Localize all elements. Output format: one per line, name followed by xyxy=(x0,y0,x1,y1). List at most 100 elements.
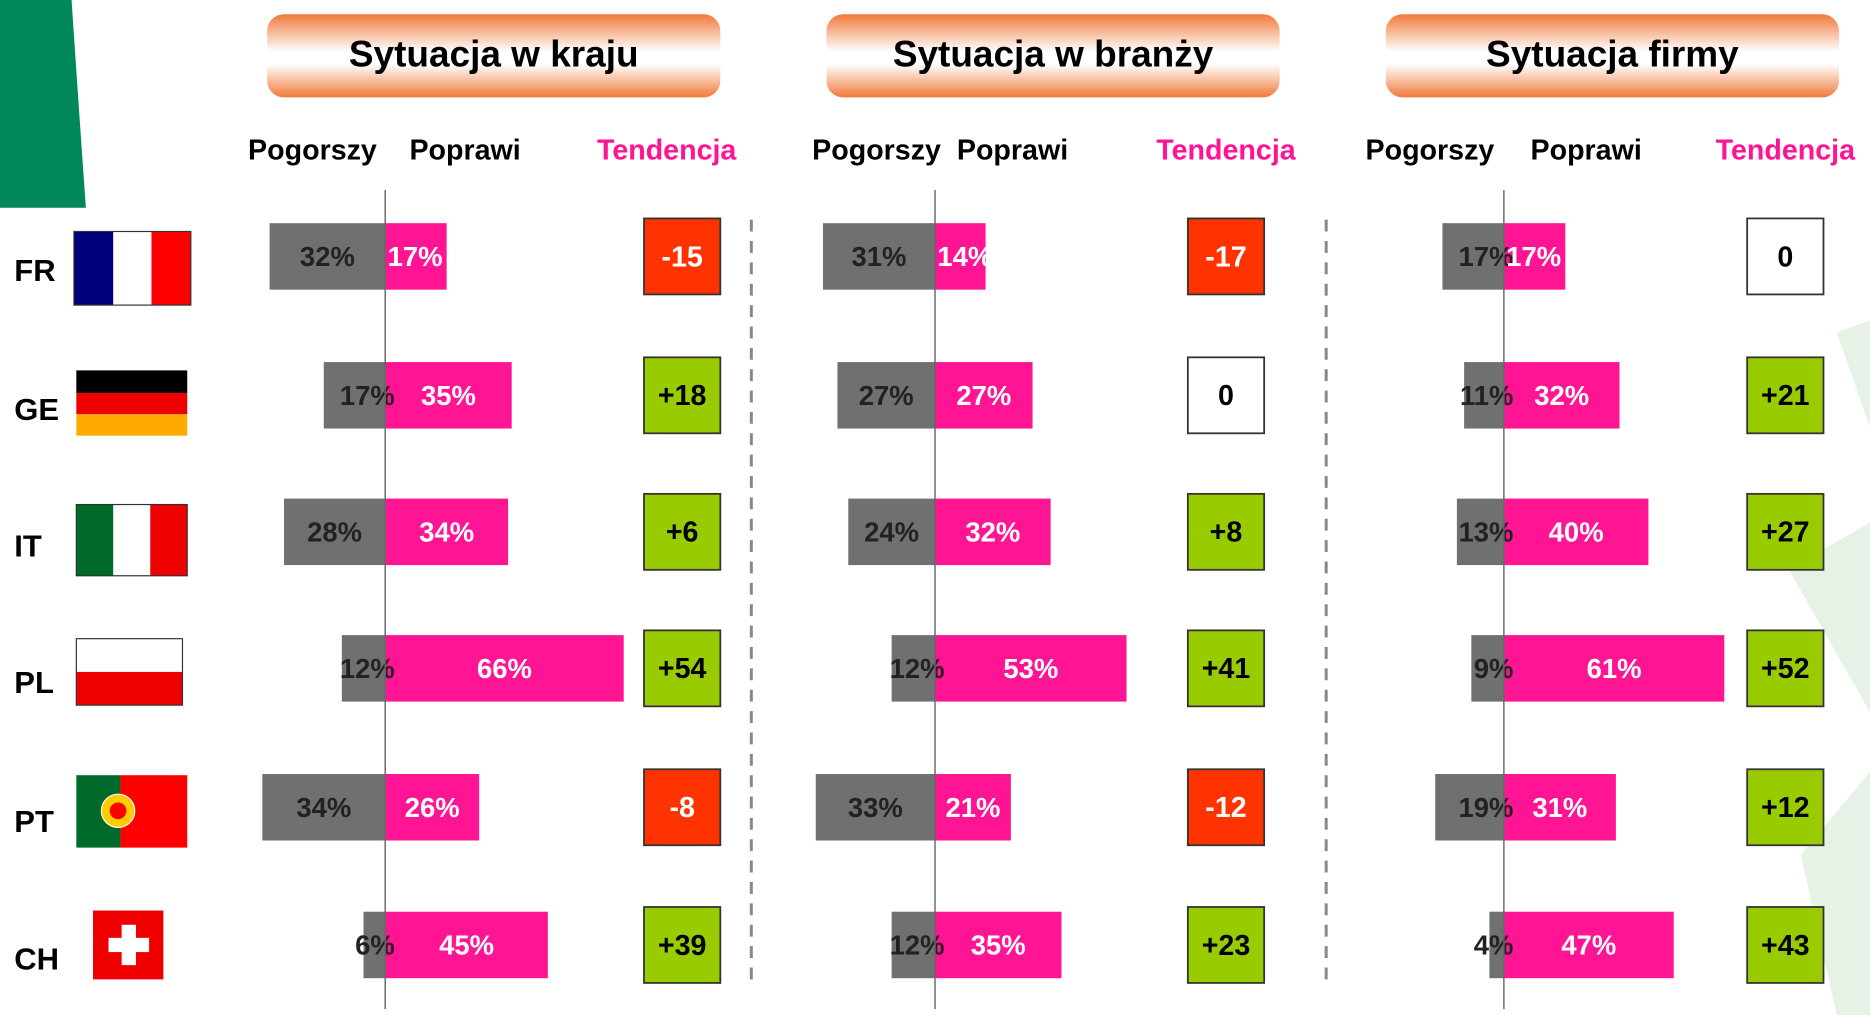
trend-box xyxy=(643,906,722,984)
value-label: 21% xyxy=(945,792,1000,823)
value-label: 17% xyxy=(388,241,443,272)
trend-label: +43 xyxy=(1761,930,1810,962)
value-label: 40% xyxy=(1549,516,1604,547)
value-label: 17% xyxy=(1459,241,1514,272)
title-pill xyxy=(1385,14,1839,98)
trend-label: -8 xyxy=(669,792,694,824)
flag xyxy=(76,370,188,436)
bar-positive xyxy=(385,498,509,566)
value-label: 19% xyxy=(1459,792,1514,823)
value-label: 28% xyxy=(307,516,362,547)
trend-label: +27 xyxy=(1761,517,1810,549)
bar-positive xyxy=(935,498,1051,566)
value-label: 31% xyxy=(1532,792,1587,823)
bar-positive xyxy=(1503,362,1620,429)
bar-negative xyxy=(1471,635,1504,702)
bar-positive xyxy=(935,774,1011,841)
decoration xyxy=(1788,320,1870,1015)
value-label: 17% xyxy=(340,380,395,411)
trend-label: +52 xyxy=(1761,653,1810,685)
bar-negative xyxy=(1435,774,1504,841)
value-label: 4% xyxy=(1474,930,1514,961)
trend-label: +12 xyxy=(1761,792,1810,824)
trend-label: 0 xyxy=(1777,241,1793,273)
bar-negative xyxy=(837,362,935,429)
bar-positive xyxy=(385,362,512,429)
value-label: 12% xyxy=(340,653,395,684)
bar-positive xyxy=(385,635,624,702)
trend-label: -15 xyxy=(661,241,702,273)
value-label: 47% xyxy=(1561,930,1616,961)
trend-box xyxy=(1186,629,1266,708)
trend-label: +54 xyxy=(658,653,707,685)
trend-label: +39 xyxy=(658,930,707,962)
header: Poprawi xyxy=(409,135,520,167)
bar-negative xyxy=(1442,223,1504,290)
flag xyxy=(93,910,164,980)
trend-box xyxy=(1186,217,1266,296)
trend-label: +8 xyxy=(1210,517,1243,549)
value-label: 27% xyxy=(956,380,1011,411)
country-label: IT xyxy=(14,529,42,564)
value-label: 34% xyxy=(296,792,351,823)
bar-negative xyxy=(262,774,386,841)
trend-box xyxy=(643,629,722,708)
panel-title: Sytuacja firmy xyxy=(1486,34,1739,75)
bar-positive xyxy=(385,774,480,841)
value-label: 35% xyxy=(421,380,476,411)
trend-box xyxy=(1186,492,1266,571)
trend-label: -12 xyxy=(1205,792,1246,824)
value-label: 13% xyxy=(1459,516,1514,547)
trend-box xyxy=(1746,768,1825,847)
value-label: 45% xyxy=(439,930,494,961)
value-label: 33% xyxy=(848,792,903,823)
value-label: 66% xyxy=(477,653,532,684)
bar-positive xyxy=(385,223,447,290)
country-label: GE xyxy=(14,392,59,427)
trend-box xyxy=(1186,768,1266,847)
header: Tendencja xyxy=(1716,135,1857,167)
bar-positive xyxy=(385,911,548,979)
value-label: 32% xyxy=(300,241,355,272)
decoration xyxy=(0,0,86,208)
trend-label: -17 xyxy=(1205,241,1246,273)
header: Pogorszy xyxy=(248,135,377,167)
value-label: 12% xyxy=(890,653,945,684)
header: Pogorszy xyxy=(1366,135,1495,167)
value-label: 35% xyxy=(971,930,1026,961)
value-label: 34% xyxy=(419,516,474,547)
value-label: 26% xyxy=(405,792,460,823)
bar-negative xyxy=(269,223,386,290)
bar-positive xyxy=(935,635,1127,702)
bar-negative xyxy=(891,911,935,979)
value-label: 24% xyxy=(864,516,919,547)
bar-negative xyxy=(891,635,935,702)
flag xyxy=(75,503,188,577)
bar-negative xyxy=(822,223,935,290)
trend-box xyxy=(1186,356,1266,435)
header: Pogorszy xyxy=(812,135,941,167)
header: Tendencja xyxy=(1156,135,1297,167)
value-label: 14% xyxy=(937,241,992,272)
value-label: 27% xyxy=(859,380,914,411)
bar-positive xyxy=(1503,223,1566,290)
bar-negative xyxy=(1489,911,1504,979)
bar-negative xyxy=(341,635,386,702)
header: Poprawi xyxy=(1531,135,1642,167)
bar-negative xyxy=(284,498,386,566)
country-label: FR xyxy=(14,253,55,288)
trend-box xyxy=(1746,356,1825,435)
bar-positive xyxy=(1503,911,1674,979)
trend-box xyxy=(1186,906,1266,984)
bar-negative xyxy=(363,911,386,979)
bar-negative xyxy=(1456,498,1504,566)
bar-positive xyxy=(1503,635,1725,702)
bar-positive xyxy=(1503,498,1649,566)
panel-title: Sytuacja w kraju xyxy=(349,34,639,75)
flag xyxy=(75,638,184,706)
trend-label: +6 xyxy=(666,517,699,549)
trend-box xyxy=(643,356,722,435)
trend-label: 0 xyxy=(1218,380,1234,412)
trend-box xyxy=(643,768,722,847)
trend-box xyxy=(1746,629,1825,708)
